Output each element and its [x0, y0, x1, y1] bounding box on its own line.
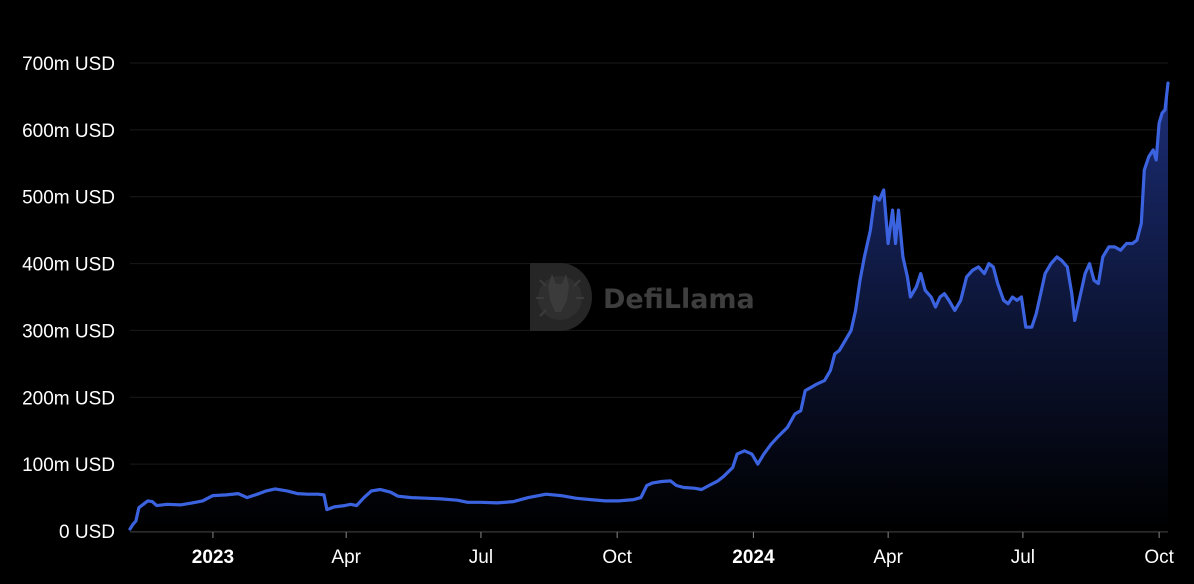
- watermark: DefiLlama: [530, 263, 755, 331]
- x-tick-label: Apr: [331, 547, 361, 568]
- y-tick-label: 500m USD: [22, 188, 115, 209]
- x-tick-label: Jul: [469, 547, 493, 568]
- y-tick-label: 200m USD: [22, 388, 115, 409]
- x-tick-label: 2023: [192, 547, 234, 568]
- series-line: [128, 81, 1170, 531]
- x-tick-label: Apr: [873, 547, 903, 568]
- x-tick-label: Oct: [1144, 547, 1174, 568]
- y-tick-label: 600m USD: [22, 121, 115, 142]
- watermark-text: DefiLlama: [603, 284, 755, 315]
- llama-logo-icon: [530, 263, 592, 331]
- y-tick-label: 0 USD: [59, 522, 115, 543]
- y-tick-label: 300m USD: [22, 321, 115, 342]
- gridlines: [130, 62, 1168, 533]
- y-tick-label: 700m USD: [22, 54, 115, 75]
- y-tick-label: 100m USD: [22, 455, 115, 476]
- area-fill: [130, 83, 1168, 531]
- y-tick-label: 400m USD: [22, 255, 115, 276]
- x-axis: 2023 Apr Jul Oct 2024 Apr Jul Oct: [192, 532, 1175, 568]
- x-tick-label: Jul: [1011, 547, 1035, 568]
- x-tick-label: 2024: [732, 547, 775, 568]
- y-axis: 0 USD 100m USD 200m USD 300m USD 400m USD 500…: [22, 54, 115, 543]
- x-tick-label: Oct: [602, 547, 632, 568]
